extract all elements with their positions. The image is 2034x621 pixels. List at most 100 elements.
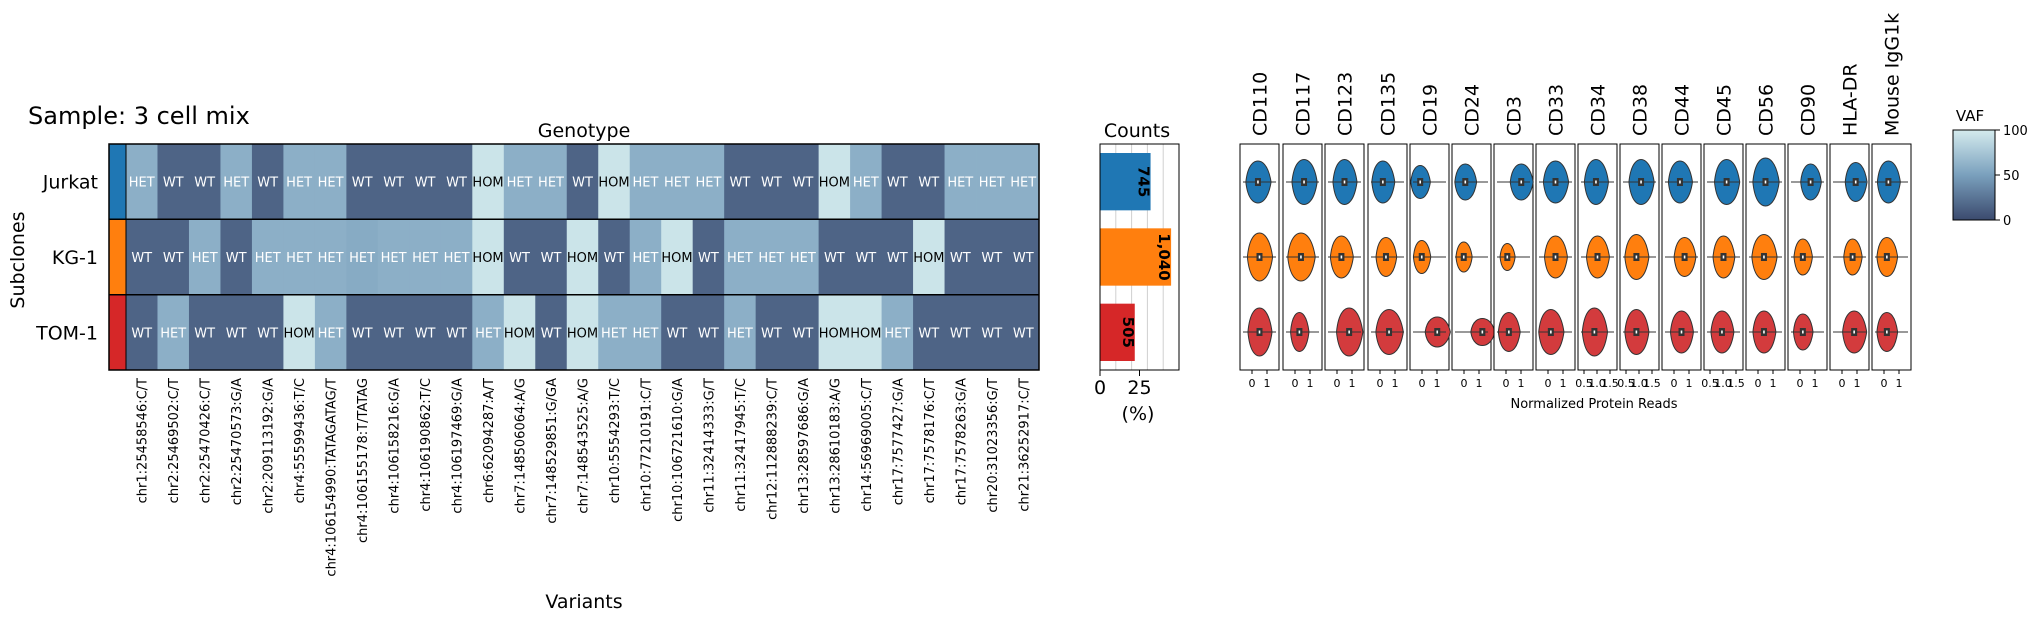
genotype-cell-label: HET bbox=[381, 251, 407, 266]
variant-tick-label: chr10:5554293:T/C bbox=[608, 378, 623, 503]
genotype-cell bbox=[409, 219, 442, 295]
violin-median bbox=[1340, 255, 1343, 259]
variant-tick-label: chr4:106154990:TATAGATAG/T bbox=[325, 378, 340, 577]
genotype-cell bbox=[220, 294, 253, 370]
genotype-cell bbox=[409, 294, 442, 370]
heatmap-ylabel: Subclones bbox=[7, 211, 29, 308]
violin-median bbox=[1886, 255, 1888, 259]
violin-tick-label: 0.5 bbox=[1701, 377, 1719, 390]
genotype-cell bbox=[787, 294, 820, 370]
genotype-cell-label: HET bbox=[318, 326, 344, 341]
violin-tick-label: 1.5 bbox=[1643, 377, 1661, 390]
violin-tick-label: 0 bbox=[1755, 377, 1762, 390]
violin-median bbox=[1508, 330, 1510, 334]
genotype-cell-label: HOM bbox=[472, 176, 503, 191]
genotype-cell-label: HOM bbox=[598, 176, 629, 191]
violin-median bbox=[1300, 255, 1302, 259]
genotype-cell bbox=[126, 144, 158, 220]
protein-label: CD44 bbox=[1672, 84, 1694, 136]
count-bar-label: 1,040 bbox=[1155, 233, 1173, 280]
genotype-cell-label: WT bbox=[981, 326, 1002, 341]
violin-tick-label: 0 bbox=[1545, 377, 1552, 390]
variant-tick-label: chr7:148529851:G/GA bbox=[545, 378, 560, 524]
genotype-cell-label: WT bbox=[792, 176, 813, 191]
genotype-cell-label: HOM bbox=[567, 326, 598, 341]
subclone-color-strip bbox=[109, 294, 126, 370]
genotype-cell bbox=[440, 144, 473, 220]
genotype-cell bbox=[314, 294, 347, 370]
genotype-cell bbox=[598, 219, 631, 295]
genotype-cell bbox=[566, 294, 599, 370]
genotype-cell bbox=[881, 294, 914, 370]
heatmap-frame bbox=[108, 143, 1040, 371]
genotype-cell-label: HET bbox=[1010, 176, 1036, 191]
genotype-cell bbox=[818, 219, 851, 295]
genotype-cell-label: WT bbox=[855, 251, 876, 266]
genotype-cell bbox=[818, 144, 851, 220]
variant-tick-label: chr10:77210191:C/T bbox=[639, 378, 654, 512]
genotype-cell bbox=[1007, 294, 1040, 370]
genotype-cell bbox=[188, 219, 221, 295]
genotype-cell-label: HET bbox=[695, 176, 721, 191]
violin-median bbox=[1596, 255, 1599, 259]
genotype-cell bbox=[126, 219, 158, 295]
genotype-cell-label: HOM bbox=[819, 326, 850, 341]
violin-median bbox=[1554, 255, 1557, 259]
variant-tick-label: chr21:36252917:C/T bbox=[1017, 378, 1032, 512]
genotype-cell-label: HET bbox=[758, 251, 784, 266]
violin-median bbox=[1481, 330, 1484, 334]
genotype-cell bbox=[850, 144, 882, 220]
genotype-cell-label: HET bbox=[601, 326, 627, 341]
violin-tick-label: 0.5 bbox=[1575, 377, 1593, 390]
genotype-cell-label: HET bbox=[979, 176, 1005, 191]
violin-median bbox=[1854, 180, 1857, 184]
genotype-cell-label: HET bbox=[884, 326, 910, 341]
count-bar-label: 505 bbox=[1119, 317, 1137, 348]
genotype-cell bbox=[314, 144, 347, 220]
violin-median bbox=[1851, 255, 1854, 259]
violin-median bbox=[1436, 330, 1439, 334]
variant-tick-label: chr4:106197469:G/A bbox=[451, 378, 466, 514]
violin-median bbox=[1298, 330, 1301, 334]
genotype-cell bbox=[535, 294, 568, 370]
genotype-cell bbox=[472, 144, 505, 220]
genotype-cell bbox=[440, 219, 473, 295]
genotype-cell-label: HET bbox=[318, 251, 344, 266]
protein-label: CD117 bbox=[1293, 72, 1315, 136]
genotype-cell-label: WT bbox=[131, 326, 152, 341]
violin-tick-label: 0 bbox=[1334, 377, 1341, 390]
violin-median bbox=[1554, 180, 1557, 184]
violin-median bbox=[1635, 330, 1638, 334]
genotype-cell-label: WT bbox=[698, 326, 719, 341]
genotype-cell bbox=[283, 144, 316, 220]
genotype-cell-label: HOM bbox=[819, 176, 850, 191]
violin-tick-label: 1 bbox=[1854, 377, 1861, 390]
genotype-cell-label: HOM bbox=[284, 326, 315, 341]
genotype-cell bbox=[503, 219, 536, 295]
violin-tick-label: 1 bbox=[1349, 377, 1356, 390]
genotype-cell-label: HET bbox=[129, 176, 155, 191]
protein-label: CD34 bbox=[1588, 84, 1610, 136]
genotype-cell bbox=[377, 144, 410, 220]
genotype-cell bbox=[283, 219, 316, 295]
count-bar bbox=[1100, 303, 1135, 361]
protein-label: CD33 bbox=[1546, 84, 1568, 136]
colorbar-tick-label: 0 bbox=[2003, 214, 2011, 229]
genotype-cell bbox=[629, 219, 662, 295]
variant-tick-label: chr11:32417945:T/C bbox=[734, 378, 749, 512]
variant-tick-label: chr4:106155178:T/TATAG bbox=[356, 378, 371, 543]
genotype-cell-label: HET bbox=[790, 251, 816, 266]
protein-label: CD135 bbox=[1378, 72, 1400, 136]
violin-median bbox=[1343, 180, 1346, 184]
genotype-cell bbox=[503, 144, 536, 220]
genotype-cell bbox=[850, 294, 882, 370]
genotype-cell bbox=[692, 144, 725, 220]
genotype-cell bbox=[755, 144, 788, 220]
genotype-cell bbox=[724, 219, 757, 295]
genotype-cell bbox=[661, 294, 694, 370]
genotype-cell-label: WT bbox=[950, 326, 971, 341]
variant-tick-label: chr13:28610183:A/G bbox=[828, 378, 843, 514]
genotype-cell-label: WT bbox=[131, 251, 152, 266]
genotype-cell-label: WT bbox=[163, 251, 184, 266]
